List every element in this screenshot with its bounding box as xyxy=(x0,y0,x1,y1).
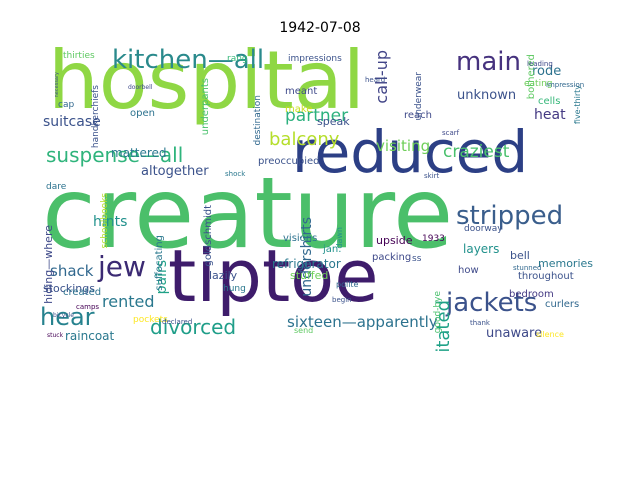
word-50: ss xyxy=(412,254,422,264)
word-94: doorbell xyxy=(128,84,153,91)
word-56: open xyxy=(130,108,155,119)
word-82: dawn xyxy=(335,227,344,249)
word-72: doorway xyxy=(464,224,503,234)
word-69: schoolbooks xyxy=(100,193,110,249)
word-33: stockings xyxy=(43,282,95,295)
word-49: 1933 xyxy=(422,234,445,244)
word-77: send xyxy=(294,326,314,335)
word-34: hiding—where xyxy=(42,225,55,304)
word-90: leading xyxy=(527,60,553,68)
word-62: reach xyxy=(404,110,433,121)
word-55: meant xyxy=(285,86,318,97)
word-95: necessary xyxy=(54,72,60,98)
word-6: stripped xyxy=(456,201,564,231)
word-5: suspense—all xyxy=(46,143,184,167)
word-3: reduced xyxy=(292,118,529,186)
word-89: heard xyxy=(365,76,386,84)
word-65: five-thirty xyxy=(573,85,582,125)
word-83: declared xyxy=(162,318,193,326)
word-87: thank xyxy=(470,319,490,327)
word-16: sixteen—apparently xyxy=(287,313,438,331)
word-41: bell xyxy=(510,249,530,262)
word-51: visions xyxy=(283,233,318,244)
word-76: pockets xyxy=(133,315,168,325)
word-63: eating xyxy=(524,79,553,89)
word-13: balcony xyxy=(269,129,340,150)
word-80: skirt xyxy=(424,172,440,180)
word-37: stuffed xyxy=(290,269,329,282)
word-26: cells xyxy=(538,96,561,107)
word-46: good-bye xyxy=(433,291,443,334)
word-61: impressions xyxy=(288,54,342,64)
word-8: main xyxy=(456,47,521,77)
word-19: refrigerator xyxy=(272,257,341,271)
word-40: layers xyxy=(463,242,500,256)
word-91: impression xyxy=(546,81,585,89)
word-27: suitcase xyxy=(43,114,101,130)
word-23: unknown xyxy=(457,88,517,103)
word-88: shock xyxy=(225,170,246,178)
word-10: hear xyxy=(40,303,95,331)
word-53: speak xyxy=(317,115,350,128)
word-57: underpants xyxy=(200,78,211,136)
word-1: hospital xyxy=(48,45,365,127)
word-38: lazily xyxy=(209,269,238,282)
word-84: camps xyxy=(76,303,100,311)
word-86: silence xyxy=(536,330,564,339)
word-92: bicycle xyxy=(53,312,74,319)
word-54: make xyxy=(285,104,313,115)
word-74: rang xyxy=(227,54,248,64)
word-59: cap xyxy=(58,100,75,110)
word-45: throughout xyxy=(518,271,574,282)
word-66: preoccupied xyxy=(258,156,320,167)
word-29: altogether xyxy=(141,164,209,179)
figure-title: 1942-07-08 xyxy=(279,20,361,36)
word-73: dare xyxy=(46,182,67,192)
word-52: jan. xyxy=(323,244,342,255)
word-47: upside xyxy=(376,234,413,247)
word-21: unaware xyxy=(486,326,543,341)
word-11: divorced xyxy=(150,315,237,339)
word-25: heat xyxy=(534,107,566,123)
word-39: hung xyxy=(223,284,246,294)
word-18: craziest xyxy=(443,142,510,162)
word-7: jackets xyxy=(446,288,538,318)
word-15: shack xyxy=(50,262,94,280)
word-68: suffocating xyxy=(154,235,165,291)
word-81: scarf xyxy=(442,129,460,137)
word-78: begin xyxy=(332,296,352,304)
word-35: created xyxy=(63,287,102,298)
word-42: bedroom xyxy=(509,289,554,300)
word-93: stuck xyxy=(47,332,64,339)
word-75: underwear xyxy=(414,72,424,121)
word-14: rented xyxy=(102,292,155,311)
word-2: tiptoe xyxy=(168,234,379,318)
word-cloud: creature hospital tiptoe reduced kitchen—all… xyxy=(38,45,602,351)
word-43: curlers xyxy=(545,299,580,310)
word-36: undershirts xyxy=(299,217,315,297)
word-12: partner xyxy=(285,106,349,126)
word-70: destination xyxy=(253,95,263,146)
word-79: polite xyxy=(336,280,359,289)
word-24: rode xyxy=(532,64,562,79)
word-9: jew xyxy=(98,250,146,283)
word-4: kitchen—all xyxy=(112,45,265,75)
word-60: thirties xyxy=(63,51,95,61)
word-30: hints xyxy=(93,214,128,230)
word-32: raincoat xyxy=(65,329,115,343)
word-17: visiting xyxy=(376,137,431,155)
word-44: memories xyxy=(538,257,594,270)
word-71: how xyxy=(458,265,479,276)
word-0: creature xyxy=(42,157,454,271)
word-58: handkerchiefs xyxy=(91,85,101,149)
word-67: goldschmidt xyxy=(203,205,214,267)
word-48: packing xyxy=(372,252,412,263)
word-28: mattered xyxy=(111,146,167,160)
word-85: stunned xyxy=(513,264,542,272)
